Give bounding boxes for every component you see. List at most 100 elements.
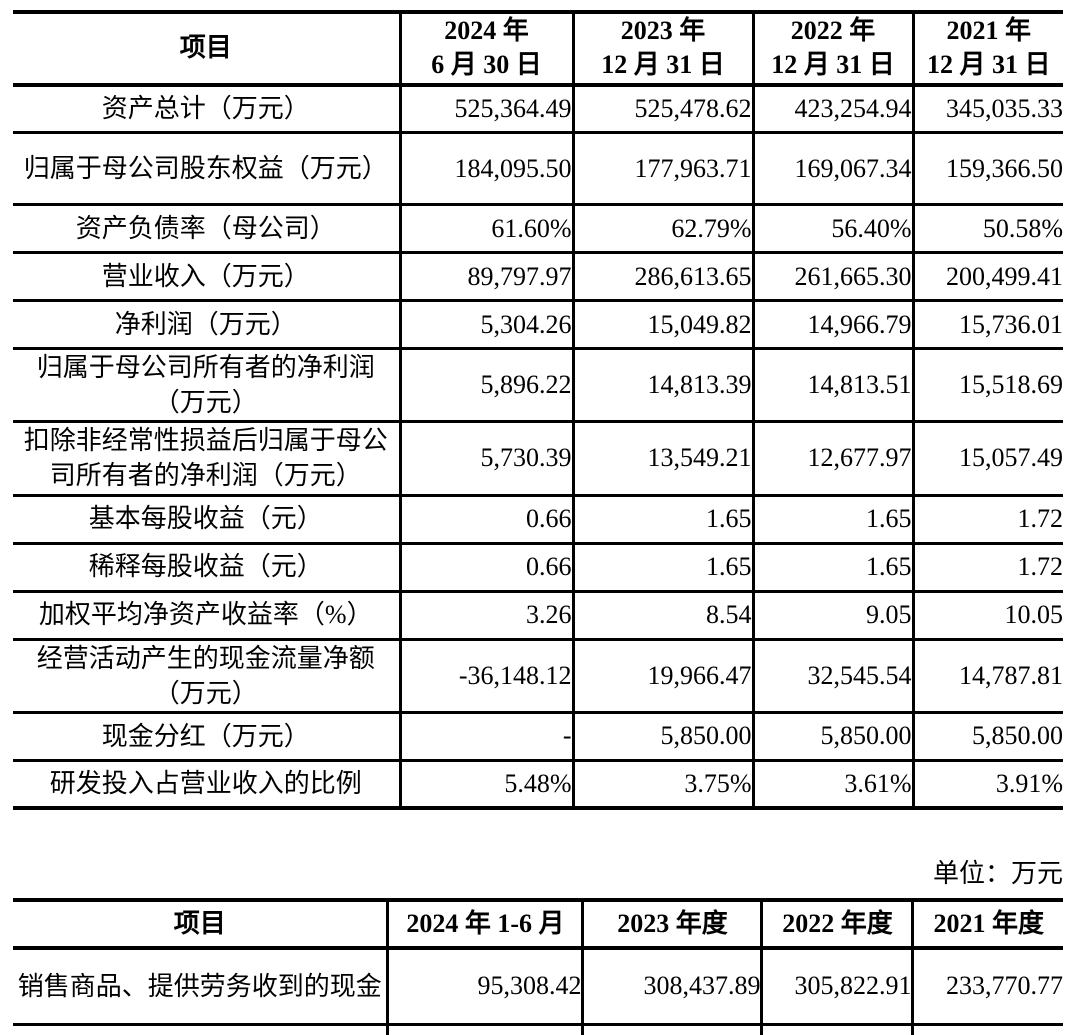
cell-value: 8.54 [571,589,755,641]
cell-value: 5,304.26 [398,299,575,351]
table-row: 稀释每股收益（元） 0.66 1.65 1.65 1.72 [13,541,1063,593]
cell-value: 14,813.51 [751,347,915,424]
cell-value: 5,730.39 [398,420,575,497]
truncated-cell [13,1022,390,1035]
row-label: 基本每股收益（元） [13,493,402,545]
unit-note: 单位：万元 [932,859,1063,888]
cell-value: 177,963.71 [571,131,755,207]
cell-value: 62.79% [571,203,755,255]
cell-value: 13,549.21 [571,420,755,497]
cell-value: 32,545.54 [751,637,915,714]
key-financials-table-header: 项目 2024 年 6 月 30 日 2023 年 12 月 31 日 2022 年 … [13,10,1063,87]
cell-value: 159,366.50 [911,131,1063,207]
header-row: 项目 2024 年 6 月 30 日 2023 年 12 月 31 日 2022 年 … [13,10,1063,87]
table-row: 资产总计（万元） 525,364.49 525,478.62 423,254.94 34… [13,82,1063,135]
cell-value: 525,364.49 [398,82,575,135]
row-label: 加权平均净资产收益率（%） [13,589,402,641]
row-label: 净利润（万元） [13,299,402,351]
cell-value: 0.66 [398,541,575,593]
truncated-row [13,1022,1063,1035]
truncated-cell [386,1022,585,1035]
truncated-cell [581,1022,764,1035]
cell-value: 61.60% [398,203,575,255]
cell-value: 12,677.97 [751,420,915,497]
row-label: 归属于母公司股东权益（万元） [13,131,402,207]
cell-value: 10.05 [911,589,1063,641]
table-row: 经营活动产生的现金流量净额（万元） -36,148.12 19,966.47 32,5… [13,637,1063,714]
cell-value: 1.65 [571,493,755,545]
period-column-header: 2022 年 12 月 31 日 [751,10,915,87]
cell-value: 5,850.00 [751,710,915,762]
cell-value: 15,518.69 [911,347,1063,424]
row-label: 资产总计（万元） [13,82,402,135]
table-row: 归属于母公司股东权益（万元） 184,095.50 177,963.71 169,06… [13,131,1063,207]
cell-value: 89,797.97 [398,251,575,303]
cell-value: - [398,710,575,762]
key-financials-table: 项目 2024 年 6 月 30 日 2023 年 12 月 31 日 2022 年 … [13,10,1063,811]
cell-value: 286,613.65 [571,251,755,303]
cell-value: 3.75% [571,758,755,811]
cell-value: 1.72 [911,493,1063,545]
table-row: 研发投入占营业收入的比例 5.48% 3.75% 3.61% 3.91% [13,758,1063,811]
cell-value: 14,966.79 [751,299,915,351]
cell-value: 233,770.77 [911,946,1063,1026]
table-row: 资产负债率（母公司） 61.60% 62.79% 56.40% 50.58% [13,203,1063,255]
cell-value: 15,057.49 [911,420,1063,497]
row-label: 经营活动产生的现金流量净额（万元） [13,637,402,714]
cell-value: 5.48% [398,758,575,811]
item-column-header: 项目 [13,898,390,950]
cell-value: 15,736.01 [911,299,1063,351]
cell-value: 56.40% [751,203,915,255]
cell-value: 9.05 [751,589,915,641]
cell-value: 14,787.81 [911,637,1063,714]
cell-value: 15,049.82 [571,299,755,351]
cell-value: 1.72 [911,541,1063,593]
cell-value: 5,896.22 [398,347,575,424]
period-column-header: 2021 年度 [911,898,1063,950]
key-financials-table-body: 资产总计（万元） 525,364.49 525,478.62 423,254.94 34… [13,82,1063,811]
cell-value: 169,067.34 [751,131,915,207]
header-row: 项目 2024 年 1-6 月 2023 年度 2022 年度 2021 年度 [13,898,1063,950]
cashflow-table: 项目 2024 年 1-6 月 2023 年度 2022 年度 2021 年度 销售商品… [13,898,1063,1035]
cell-value: 345,035.33 [911,82,1063,135]
truncated-cell [911,1022,1063,1035]
cell-value: 0.66 [398,493,575,545]
table-row: 基本每股收益（元） 0.66 1.65 1.65 1.72 [13,493,1063,545]
row-label: 资产负债率（母公司） [13,203,402,255]
table-row: 营业收入（万元） 89,797.97 286,613.65 261,665.30 200… [13,251,1063,303]
period-column-header: 2024 年 6 月 30 日 [398,10,575,87]
cell-value: 50.58% [911,203,1063,255]
cell-value: 3.61% [751,758,915,811]
cell-value: 3.91% [911,758,1063,811]
row-label: 扣除非经常性损益后归属于母公司所有者的净利润（万元） [13,420,402,497]
cell-value: 305,822.91 [760,946,915,1026]
period-column-header: 2023 年 12 月 31 日 [571,10,755,87]
row-label: 现金分红（万元） [13,710,402,762]
cell-value: 95,308.42 [386,946,585,1026]
table-row: 扣除非经常性损益后归属于母公司所有者的净利润（万元） 5,730.39 13,549… [13,420,1063,497]
cell-value: 3.26 [398,589,575,641]
table-row: 加权平均净资产收益率（%） 3.26 8.54 9.05 10.05 [13,589,1063,641]
row-label: 稀释每股收益（元） [13,541,402,593]
cell-value: 184,095.50 [398,131,575,207]
row-label: 营业收入（万元） [13,251,402,303]
cell-value: 200,499.41 [911,251,1063,303]
period-column-header: 2023 年度 [581,898,764,950]
cell-value: 5,850.00 [911,710,1063,762]
row-label: 销售商品、提供劳务收到的现金 [13,946,390,1026]
table-row: 净利润（万元） 5,304.26 15,049.82 14,966.79 15,736.… [13,299,1063,351]
cell-value: 1.65 [571,541,755,593]
period-column-header: 2022 年度 [760,898,915,950]
cell-value: 423,254.94 [751,82,915,135]
cashflow-table-header: 项目 2024 年 1-6 月 2023 年度 2022 年度 2021 年度 [13,898,1063,950]
cashflow-table-body: 销售商品、提供劳务收到的现金 95,308.42 308,437.89 305,822… [13,946,1063,1035]
cell-value: -36,148.12 [398,637,575,714]
cell-value: 5,850.00 [571,710,755,762]
table-row: 归属于母公司所有者的净利润（万元） 5,896.22 14,813.39 14,813… [13,347,1063,424]
row-label: 归属于母公司所有者的净利润（万元） [13,347,402,424]
cell-value: 1.65 [751,493,915,545]
cell-value: 261,665.30 [751,251,915,303]
table-row: 销售商品、提供劳务收到的现金 95,308.42 308,437.89 305,822… [13,946,1063,1026]
table-row: 现金分红（万元） -5,850.00 5,850.00 5,850.00 [13,710,1063,762]
